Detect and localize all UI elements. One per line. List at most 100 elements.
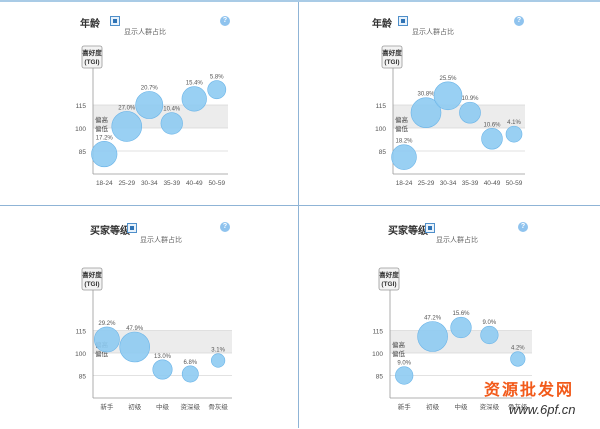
bubble-point xyxy=(181,365,199,383)
x-tick-label: 资深级 xyxy=(181,402,201,411)
chart-panel-buyer-level-1: 买家等级 显示人群占比 ? 85100115喜好度(TGI)偏高偏低29.2%新… xyxy=(0,208,298,429)
band-label: 偏低 xyxy=(95,124,109,133)
band-label: 偏高 xyxy=(392,340,406,349)
data-label: 9.0% xyxy=(397,361,411,367)
y-axis-label-box xyxy=(378,267,400,291)
watermark-logo-text: 资源批发网 xyxy=(484,382,575,399)
y-tick-label: 100 xyxy=(372,351,383,358)
y-axis-label: (TGI) xyxy=(384,59,399,66)
bubble-point xyxy=(207,80,227,100)
data-label: 30.8% xyxy=(417,92,435,98)
chart-subtitle: 显示人群占比 xyxy=(124,29,166,36)
chart-subtitle: 显示人群占比 xyxy=(412,29,454,36)
data-label: 4.2% xyxy=(511,346,525,352)
share-checkbox[interactable] xyxy=(398,16,408,26)
chart-subtitle: 显示人群占比 xyxy=(140,237,182,244)
y-axis-label: (TGI) xyxy=(381,281,396,288)
data-label: 20.7% xyxy=(141,85,159,91)
x-tick-label: 25-29 xyxy=(418,180,435,187)
share-checkbox[interactable] xyxy=(110,16,120,26)
bubble-point xyxy=(417,321,448,352)
x-tick-label: 40-49 xyxy=(484,180,501,187)
data-label: 10.6% xyxy=(483,122,501,128)
help-icon[interactable]: ? xyxy=(220,222,230,232)
y-axis-label-box xyxy=(381,45,403,69)
share-checkbox[interactable] xyxy=(425,223,435,233)
chart-panel-buyer-level-2: 买家等级 显示人群占比 ? 85 100 115 喜好度 (TGI) 偏高 偏低 9.0% 新手… xyxy=(300,208,600,429)
y-tick-label: 85 xyxy=(79,149,87,156)
data-label: 10.4% xyxy=(163,107,181,113)
y-axis-label-box xyxy=(81,45,103,69)
band-label: 偏低 xyxy=(392,349,406,358)
data-label: 47.9% xyxy=(126,326,144,332)
x-tick-label: 25-29 xyxy=(118,180,135,187)
bubble-point xyxy=(111,111,143,142)
data-label: 4.1% xyxy=(507,120,521,126)
help-icon[interactable]: ? xyxy=(518,222,528,232)
bubble-point xyxy=(91,140,118,168)
bubble-point xyxy=(505,125,523,143)
chart-title: 年龄 xyxy=(80,19,100,30)
y-axis-label: 喜好度 xyxy=(82,48,102,57)
x-tick-label: 资深级 xyxy=(480,402,500,411)
bubble-point xyxy=(433,81,463,111)
data-label: 5.8% xyxy=(210,75,224,81)
y-tick-label: 115 xyxy=(76,103,87,110)
chart-panel-age-1: 年龄 显示人群占比 ? 85 100 115 喜好度 (TGI) 偏高 偏低 17.2% 18-… xyxy=(0,2,298,200)
y-axis-label: 喜好度 xyxy=(379,270,399,279)
x-tick-label: 中级 xyxy=(156,402,170,411)
top-border xyxy=(0,0,600,2)
y-tick-label: 100 xyxy=(75,126,86,133)
y-tick-label: 115 xyxy=(76,329,87,336)
x-tick-label: 50-59 xyxy=(208,180,225,187)
bubble-point xyxy=(510,351,526,367)
x-tick-label: 骨灰级 xyxy=(208,402,228,411)
data-label: 18.2% xyxy=(395,139,413,145)
data-label: 25.5% xyxy=(439,76,457,82)
x-tick-label: 50-59 xyxy=(506,180,523,187)
y-tick-label: 85 xyxy=(379,149,387,156)
data-label: 15.6% xyxy=(452,311,470,317)
x-tick-label: 骨灰级 xyxy=(508,402,528,411)
bubble-point xyxy=(459,101,481,124)
bubble-point xyxy=(135,91,164,119)
y-tick-label: 85 xyxy=(79,374,87,381)
x-tick-label: 中级 xyxy=(455,402,469,411)
bubble-point xyxy=(410,97,442,128)
y-tick-label: 115 xyxy=(376,103,387,110)
x-tick-label: 新手 xyxy=(398,402,412,411)
share-checkbox[interactable] xyxy=(127,223,137,233)
watermark-url: www.6pf.cn xyxy=(509,402,576,417)
y-tick-label: 100 xyxy=(75,351,86,358)
help-icon[interactable]: ? xyxy=(220,16,230,26)
bubble-point xyxy=(450,316,472,339)
help-icon[interactable]: ? xyxy=(514,16,524,26)
data-label: 47.2% xyxy=(424,316,442,322)
x-tick-label: 30-34 xyxy=(141,180,158,187)
x-tick-label: 40-49 xyxy=(186,180,203,187)
bubble-point xyxy=(480,325,499,345)
x-tick-label: 初级 xyxy=(128,402,142,411)
x-tick-label: 初级 xyxy=(426,402,440,411)
x-tick-label: 18-24 xyxy=(96,180,113,187)
x-tick-label: 35-39 xyxy=(462,180,479,187)
data-label: 15.4% xyxy=(186,81,204,87)
data-label: 17.2% xyxy=(96,135,114,141)
x-tick-label: 35-39 xyxy=(163,180,180,187)
divider xyxy=(0,205,600,206)
data-label: 3.1% xyxy=(211,348,225,354)
chart-title: 买家等级 xyxy=(388,226,428,237)
band-label: 偏低 xyxy=(395,124,409,133)
data-label: 6.8% xyxy=(183,360,197,366)
bubble-point xyxy=(181,86,207,112)
divider xyxy=(298,2,299,428)
y-axis-label: 喜好度 xyxy=(82,270,102,279)
data-label: 13.0% xyxy=(154,354,172,360)
band-label: 偏高 xyxy=(95,115,109,124)
x-tick-label: 新手 xyxy=(100,402,114,411)
data-label: 27.0% xyxy=(118,105,136,111)
bubble-point xyxy=(160,112,183,135)
